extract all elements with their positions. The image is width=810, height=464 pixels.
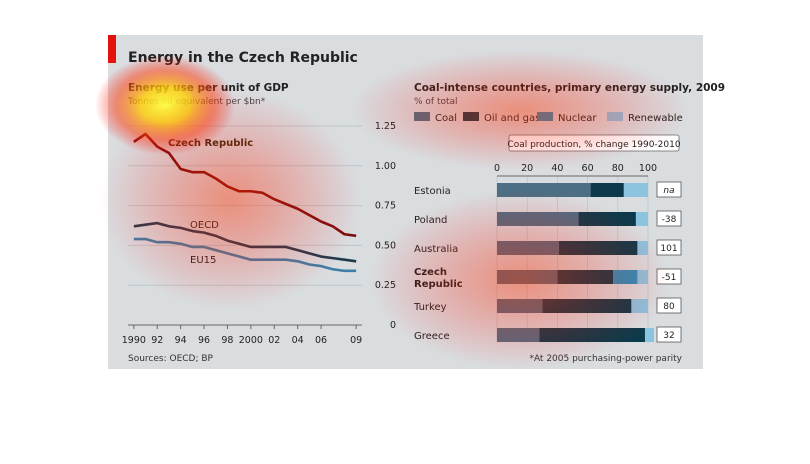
y-tick-label: 1.00 [375,161,396,172]
series-label: EU15 [190,255,216,266]
bar-segment-renewable [637,270,648,284]
category-label: Greece [414,331,450,342]
footnote: *At 2005 purchasing-power parity [529,354,682,364]
x-tick-label: 40 [551,163,563,174]
x-tick-label: 06 [315,335,327,346]
sources-note: Sources: OECD; BP [128,354,214,364]
figure-title: Energy in the Czech Republic [128,50,358,66]
x-tick-label: 80 [612,163,624,174]
bar-chart-subtitle: % of total [414,97,458,107]
line-chart-subtitle: Tonnes oil equivalent per $bn* [127,97,266,107]
coal-change-value: 32 [663,331,674,341]
side-panel-title: Coal production, % change 1990-2010 [507,140,680,150]
y-tick-label: 0 [390,320,396,331]
bar-segment-oil-and-gas [539,328,645,342]
bar-segment-oil-and-gas [578,212,636,226]
bar-segment-renewable [635,212,648,226]
x-tick-label: 02 [268,335,280,346]
category-label: Turkey [413,302,447,313]
bar-segment-coal [497,183,591,197]
legend-swatch [463,112,479,121]
bar-segment-coal [497,241,559,255]
bar-chart-title: Coal-intense countries, primary energy s… [414,82,725,94]
bar-segment-coal [497,270,558,284]
x-tick-label: 96 [198,335,210,346]
bar-segment-oil-and-gas [557,270,614,284]
x-tick-label: 60 [582,163,594,174]
y-tick-label: 1.25 [375,121,396,132]
bar-segment-coal [497,212,579,226]
coal-change-value: -38 [662,215,677,225]
legend-label: Renewable [628,113,683,124]
bar-segment-renewable [631,299,648,313]
y-tick-label: 0.50 [375,240,396,251]
x-tick-label: 94 [175,335,187,346]
x-tick-label: 20 [521,163,533,174]
legend-swatch [537,112,553,121]
bar-segment-renewable [623,183,648,197]
category-label: Republic [414,279,463,290]
legend-label: Oil and gas [484,113,540,124]
coal-change-value: na [663,186,674,196]
x-tick-label: 09 [350,335,362,346]
category-label: Estonia [414,186,451,197]
bar-segment-nuclear [613,270,638,284]
coal-change-value: 80 [663,302,675,312]
y-tick-label: 0.75 [375,201,396,212]
bar-segment-coal [497,299,543,313]
legend-swatch [607,112,623,121]
bar-segment-oil-and-gas [542,299,632,313]
category-label: Australia [414,244,458,255]
y-tick-label: 0.25 [375,280,396,291]
line-chart-title: Energy use per unit of GDP [128,82,289,94]
coal-change-value: 101 [660,244,677,254]
title-accent-bar [108,35,116,63]
series-label: OECD [190,220,219,231]
bar-segment-oil-and-gas [558,241,638,255]
x-tick-label: 1990 [122,335,146,346]
x-tick-label: 100 [639,163,657,174]
series-label: Czech Republic [168,138,253,149]
coal-change-value: -51 [662,273,677,283]
x-tick-label: 2000 [239,335,263,346]
x-tick-label: 04 [292,335,304,346]
bar-segment-coal [497,328,540,342]
x-tick-label: 98 [221,335,233,346]
category-label: Czech [414,267,447,278]
x-tick-label: 92 [151,335,163,346]
bar-segment-renewable [637,241,648,255]
x-tick-label: 0 [494,163,500,174]
bar-segment-oil-and-gas [590,183,624,197]
legend-label: Nuclear [558,113,597,124]
category-label: Poland [414,215,447,226]
bar-segment-renewable [644,328,655,342]
legend-label: Coal [435,113,457,124]
legend-swatch [414,112,430,121]
